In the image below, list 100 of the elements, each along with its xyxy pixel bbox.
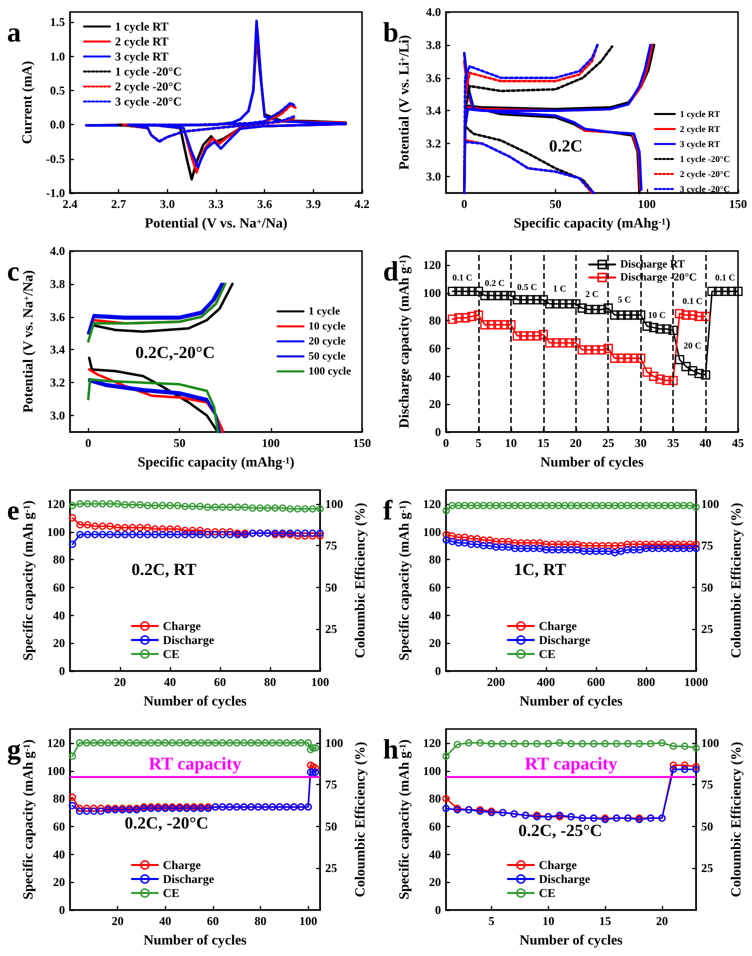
- x-axis-title: Number of cycles: [143, 694, 248, 710]
- x-axis-title: Number of cycles: [540, 456, 644, 470]
- x-tick-label: 3.9: [306, 197, 321, 211]
- x-tick-label: 100: [638, 197, 656, 211]
- legend-label: 10 cycle: [308, 320, 346, 332]
- legend-label: 1 cycle RT: [680, 109, 720, 119]
- legend-label: 1 cycle -20°C: [680, 154, 730, 164]
- x-tick-label: 35: [667, 436, 680, 450]
- x-tick-label: 60: [206, 914, 219, 928]
- x-axis-title: Number of cycles: [143, 934, 248, 948]
- x-tick-label: 40: [700, 436, 712, 450]
- x-tick-label: 5: [488, 914, 494, 928]
- y-tick-label: 20: [429, 636, 441, 650]
- x-tick-label: 3.6: [257, 197, 272, 211]
- annotation: 0.5 C: [517, 282, 538, 292]
- x-tick-label: 5: [475, 436, 482, 450]
- chart-title: h: [383, 734, 399, 766]
- y2-axis-title: Coloumbic Efficiency (%): [354, 741, 368, 898]
- y-tick-label: 40: [53, 847, 65, 862]
- y2-tick-label: 50: [701, 580, 714, 594]
- annotation: 0.2C, -20°C: [124, 814, 208, 833]
- y2-axis-title: Coloumbic Efficiency (%): [354, 502, 368, 658]
- y-tick-label: 3.0: [426, 170, 441, 184]
- y-tick-label: 80: [429, 552, 441, 567]
- y-tick-label: 60: [429, 819, 441, 834]
- annotation: 0.1 C: [715, 272, 736, 282]
- y-tick-label: 1.0: [50, 49, 65, 64]
- legend-label: Discharge: [538, 633, 591, 647]
- y-tick-label: 3.2: [50, 376, 65, 390]
- annotation: 1 C: [552, 284, 566, 294]
- chart-title: b: [383, 18, 399, 48]
- y-tick-label: 0: [435, 903, 441, 917]
- chart-title: a: [7, 18, 21, 48]
- x-tick-label: 3.3: [208, 197, 224, 211]
- y-tick-label: 0.0: [50, 118, 65, 132]
- y-axis-title: Specific capacity (mAh g-1): [22, 739, 36, 900]
- y-tick-label: 1.5: [50, 15, 65, 30]
- y-tick-label: 3.6: [50, 310, 65, 324]
- annotation: 0.2C, RT: [131, 560, 198, 580]
- annotation: 0.1 C: [452, 272, 472, 282]
- y-axis-title: Specific capacity (mAh g-1): [398, 739, 412, 900]
- legend-label: CE: [538, 886, 556, 900]
- y-tick-label: 40: [53, 608, 65, 622]
- y-tick-label: 80: [53, 792, 65, 806]
- annotation: 0.2C,-20°C: [135, 342, 215, 362]
- x-tick-label: 100: [311, 675, 330, 689]
- y2-axis-title: Coloumbic Efficiency (%): [730, 502, 744, 658]
- y-axis-title: Current (mA): [20, 60, 36, 144]
- y2-tick-label: 75: [325, 778, 338, 792]
- x-tick-label: 20: [656, 914, 668, 928]
- y-tick-label: 40: [429, 608, 441, 622]
- legend-label: Discharge: [162, 872, 215, 886]
- x-tick-label: 100: [299, 914, 318, 928]
- annotation: 20 C: [684, 340, 702, 351]
- x-tick-label: 40: [164, 675, 176, 689]
- ref-line-label: RT capacity: [524, 753, 618, 774]
- annotation: 2 C: [585, 289, 599, 300]
- legend-label: 1 cycle -20°C: [115, 64, 182, 78]
- y-tick-label: 3.2: [426, 136, 441, 151]
- y-tick-label: 20: [53, 636, 65, 650]
- legend-label: 50 cycle: [308, 350, 346, 362]
- y2-tick-label: 100: [325, 496, 344, 511]
- y2-tick-label: 50: [325, 580, 338, 594]
- ref-line-label: RT capacity: [148, 753, 242, 774]
- y-tick-label: -1.0: [46, 186, 65, 200]
- legend-label: Charge: [162, 858, 202, 872]
- y2-tick-label: 100: [701, 496, 720, 511]
- y-tick-label: 120: [423, 258, 441, 272]
- y-tick-label: 4.0: [50, 244, 65, 258]
- y-tick-label: 0.5: [50, 84, 65, 98]
- legend-label: 1 cycle RT: [115, 20, 169, 34]
- legend-label: 3 cycle RT: [115, 50, 169, 64]
- annotation: 10 C: [648, 310, 666, 320]
- legend-label: Discharge -20°C: [620, 272, 698, 284]
- y-tick-label: 0: [59, 903, 65, 917]
- legend-label: 100 cycle: [308, 365, 352, 378]
- y-tick-label: 100: [47, 764, 65, 778]
- y2-tick-label: 25: [325, 861, 338, 876]
- legend-label: 2 cycle -20°C: [115, 80, 182, 94]
- y2-tick-label: 25: [325, 622, 338, 636]
- y-tick-label: 0: [435, 664, 441, 678]
- x-tick-label: 2.7: [111, 197, 126, 211]
- y2-tick-label: 75: [325, 538, 338, 553]
- chart-title: e: [7, 496, 20, 526]
- x-tick-label: 0: [85, 436, 92, 450]
- legend-label: CE: [162, 886, 180, 900]
- x-tick-label: 3.0: [160, 197, 175, 211]
- y2-tick-label: 100: [701, 736, 720, 750]
- legend-label: Discharge: [538, 872, 591, 886]
- y-tick-label: 120: [47, 736, 65, 750]
- annotation: 0.2C: [548, 136, 582, 156]
- y-tick-label: 60: [429, 341, 441, 356]
- x-tick-label: 150: [353, 436, 371, 450]
- y-tick-label: 60: [53, 580, 65, 594]
- x-tick-label: 50: [550, 197, 562, 211]
- y-tick-label: 3.8: [426, 38, 441, 52]
- y-tick-label: 20: [429, 875, 441, 890]
- x-tick-label: 20: [114, 675, 126, 689]
- y-tick-label: 120: [47, 496, 65, 511]
- y2-tick-label: 50: [325, 819, 338, 834]
